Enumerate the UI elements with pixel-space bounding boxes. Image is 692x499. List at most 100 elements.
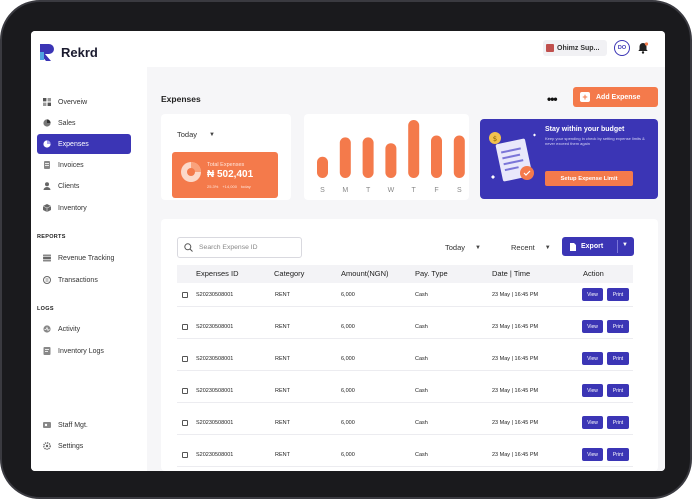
view-button[interactable]: View [582, 352, 603, 365]
chart-tick-label: S [320, 187, 325, 194]
sidebar-item-transactions[interactable]: Transactions [37, 270, 131, 290]
user-menu[interactable]: Ohimz Sup... [543, 40, 607, 56]
view-button[interactable]: View [582, 384, 603, 397]
row-checkbox[interactable] [182, 324, 188, 330]
more-options-button[interactable]: ••• [547, 92, 558, 106]
sidebar-item-staff[interactable]: Staff Mgt. [37, 415, 131, 435]
view-button[interactable]: View [582, 320, 603, 333]
app-logo[interactable]: Rekrd [37, 42, 98, 62]
total-expenses-value: ₦ 502,401 [207, 169, 254, 180]
page-title: Expenses [161, 94, 201, 104]
file-icon [570, 242, 576, 251]
sort-value: Recent [511, 243, 535, 252]
sidebar-item-inventory[interactable]: Inventory [37, 198, 131, 218]
chart-tick-label: F [434, 187, 438, 194]
sidebar-item-overview[interactable]: Overveiw [37, 92, 131, 112]
date-time: 23 May | 16:45 PM [492, 292, 539, 298]
print-button[interactable]: Print [607, 320, 629, 333]
caret-down-icon[interactable]: ▼ [622, 242, 628, 248]
view-button[interactable]: View [582, 416, 603, 429]
view-button[interactable]: View [582, 448, 603, 461]
caret-down-icon: ▼ [209, 131, 215, 138]
pie-chart-icon [181, 162, 201, 182]
column-header[interactable]: Expenses ID [196, 269, 239, 278]
exchange-icon [43, 276, 51, 284]
table-row: S20230508001 RENT 6,000 Cash 23 May | 16:45 … [177, 283, 633, 307]
date-time: 23 May | 16:45 PM [492, 356, 539, 362]
period-value: Today [177, 130, 198, 139]
sidebar-item-inventory-logs[interactable]: Inventory Logs [37, 341, 131, 361]
sidebar-item-label: Inventory Logs [58, 347, 104, 355]
table-row: S20230508001 RENT 6,000 Cash 23 May | 16:45 … [177, 347, 633, 371]
chart-tick-label: M [342, 187, 348, 194]
staff-icon [43, 422, 51, 428]
column-header[interactable]: Amount(NGN) [341, 269, 389, 278]
promo-title: Stay within your budget [545, 126, 625, 133]
activity-icon [43, 325, 51, 333]
search-input[interactable]: Search Expense ID [177, 237, 302, 258]
row-checkbox[interactable] [182, 292, 188, 298]
date-time: 23 May | 16:45 PM [492, 452, 539, 458]
period-dropdown[interactable]: Today ▼ [177, 130, 215, 139]
search-icon [184, 243, 193, 252]
view-button[interactable]: View [582, 288, 603, 301]
chart-tick-label: T [366, 187, 371, 194]
column-header[interactable]: Pay. Type [415, 269, 448, 278]
expense-category: RENT [275, 292, 290, 298]
print-button[interactable]: Print [607, 288, 629, 301]
column-header[interactable]: Action [583, 269, 604, 278]
sidebar-item-activity[interactable]: Activity [37, 319, 131, 339]
promo-text: Keep your spending in check by setting e… [545, 136, 645, 147]
expense-id: S20230508001 [196, 356, 234, 362]
sidebar-item-label: Clients [58, 182, 80, 190]
search-placeholder: Search Expense ID [199, 244, 258, 251]
table-row: S20230508001 RENT 6,000 Cash 23 May | 16:45 … [177, 379, 633, 403]
chart-bar [385, 143, 397, 178]
row-checkbox[interactable] [182, 356, 188, 362]
total-expenses-label: Total Expenses [207, 162, 245, 168]
change-percent: 25.3% [207, 184, 219, 189]
sidebar-item-sales[interactable]: Sales [37, 113, 131, 133]
logo-icon [40, 44, 54, 61]
date-filter-dropdown[interactable]: Today ▼ [445, 237, 481, 258]
pay-type: Cash [415, 356, 428, 362]
row-checkbox[interactable] [182, 420, 188, 426]
setup-expense-limit-button[interactable]: Setup Expense Limit [545, 171, 633, 186]
sidebar-item-label: Activity [58, 325, 81, 333]
budget-illustration-icon: $ [489, 132, 536, 182]
print-button[interactable]: Print [607, 384, 629, 397]
print-button[interactable]: Print [607, 448, 629, 461]
sidebar-item-revenue-tracking[interactable]: Revenue Tracking [37, 248, 131, 268]
sort-dropdown[interactable]: Recent ▼ [511, 237, 551, 258]
user-name: Ohimz Sup... [557, 44, 600, 52]
export-button[interactable]: Export ▼ [562, 237, 634, 256]
row-checkbox[interactable] [182, 388, 188, 394]
budget-promo-card: $ Stay within your budget Keep your spen… [480, 119, 658, 199]
section-reports: REPORTS [37, 234, 66, 240]
invoice-icon [44, 161, 50, 169]
expense-amount: 6,000 [341, 420, 355, 426]
sidebar-item-clients[interactable]: Clients [37, 176, 131, 196]
sidebar-item-invoices[interactable]: Invoices [37, 155, 131, 175]
change-period: today [240, 184, 251, 189]
avatar[interactable]: DO [614, 40, 630, 56]
sidebar-item-settings[interactable]: Settings [37, 436, 131, 456]
row-checkbox[interactable] [182, 452, 188, 458]
add-expense-button[interactable]: + Add Expense [573, 87, 658, 107]
user-icon [43, 182, 51, 190]
print-button[interactable]: Print [607, 416, 629, 429]
column-header[interactable]: Category [274, 269, 305, 278]
column-header[interactable]: Date | Time [492, 269, 531, 278]
caret-down-icon: ▼ [475, 244, 481, 251]
sidebar-item-expenses[interactable]: Expenses [37, 134, 131, 154]
bell-icon[interactable] [636, 41, 650, 55]
pay-type: Cash [415, 324, 428, 330]
app-screen: Rekrd Ohimz Sup... DO Overveiw Sales Exp… [31, 31, 665, 471]
svg-text:$: $ [493, 135, 497, 143]
print-button[interactable]: Print [607, 352, 629, 365]
expense-amount: 6,000 [341, 452, 355, 458]
expense-id: S20230508001 [196, 388, 234, 394]
